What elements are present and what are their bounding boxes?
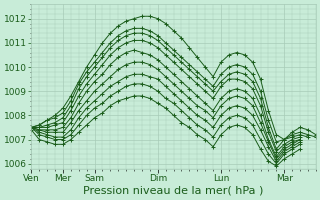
X-axis label: Pression niveau de la mer( hPa ): Pression niveau de la mer( hPa )	[84, 186, 264, 196]
